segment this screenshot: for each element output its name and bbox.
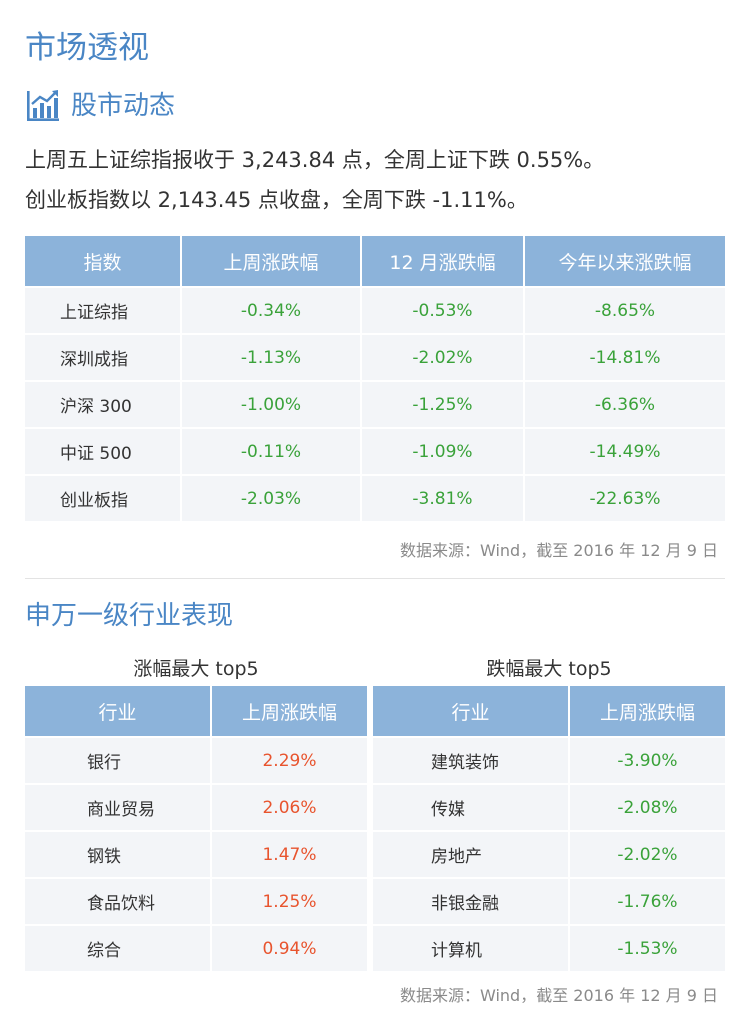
weekly-change: -1.76%: [570, 877, 725, 924]
losers-caption: 跌幅最大 top5: [486, 658, 612, 680]
index-name: 深圳成指: [25, 333, 182, 380]
industry-name: 商业贸易: [25, 783, 212, 830]
table-row: 商业贸易 2.06%: [25, 783, 367, 830]
industry-name: 食品饮料: [25, 877, 212, 924]
weekly-change: -1.13%: [182, 333, 362, 380]
column-header: 今年以来涨跌幅: [525, 236, 725, 286]
table-row: 建筑装饰 -3.90%: [373, 736, 725, 783]
summary-line: 创业板指数以 2,143.45 点收盘，全周下跌 -1.11%。: [25, 188, 528, 212]
section-divider: [25, 578, 725, 579]
december-change: -0.53%: [362, 286, 525, 333]
december-change: -1.09%: [362, 427, 525, 474]
column-header: 行业: [373, 686, 570, 736]
chart-growth-icon: [27, 90, 59, 121]
industry-name: 传媒: [373, 783, 570, 830]
table-row: 深圳成指 -1.13% -2.02% -14.81%: [25, 333, 725, 380]
table-row: 综合 0.94%: [25, 924, 367, 971]
table-row: 钢铁 1.47%: [25, 830, 367, 877]
column-header: 12 月涨跌幅: [362, 236, 525, 286]
top-gainers-table: 行业 上周涨跌幅 银行 2.29% 商业贸易 2.06% 钢铁 1.47% 食品…: [25, 686, 367, 971]
ytd-change: -8.65%: [525, 286, 725, 333]
weekly-change: -2.02%: [570, 830, 725, 877]
table-row: 食品饮料 1.25%: [25, 877, 367, 924]
table-row: 非银金融 -1.76%: [373, 877, 725, 924]
table-row: 中证 500 -0.11% -1.09% -14.49%: [25, 427, 725, 474]
data-source-note: 数据来源：Wind，截至 2016 年 12 月 9 日: [400, 986, 718, 1005]
ytd-change: -14.81%: [525, 333, 725, 380]
ytd-change: -6.36%: [525, 380, 725, 427]
industry-name: 综合: [25, 924, 212, 971]
weekly-change: -3.90%: [570, 736, 725, 783]
weekly-change: -1.00%: [182, 380, 362, 427]
data-source-note: 数据来源：Wind，截至 2016 年 12 月 9 日: [400, 541, 718, 560]
index-name: 中证 500: [25, 427, 182, 474]
industry-name: 房地产: [373, 830, 570, 877]
december-change: -2.02%: [362, 333, 525, 380]
table-row: 沪深 300 -1.00% -1.25% -6.36%: [25, 380, 725, 427]
gainers-caption: 涨幅最大 top5: [133, 658, 259, 680]
page-title: 市场透视: [25, 30, 149, 66]
column-header: 指数: [25, 236, 182, 286]
industry-name: 银行: [25, 736, 212, 783]
table-row: 传媒 -2.08%: [373, 783, 725, 830]
index-name: 沪深 300: [25, 380, 182, 427]
table-row: 上证综指 -0.34% -0.53% -8.65%: [25, 286, 725, 333]
table-header-row: 指数 上周涨跌幅 12 月涨跌幅 今年以来涨跌幅: [25, 236, 725, 286]
weekly-change: -0.11%: [182, 427, 362, 474]
table-header-row: 行业 上周涨跌幅: [25, 686, 367, 736]
column-header: 上周涨跌幅: [570, 686, 725, 736]
ytd-change: -14.49%: [525, 427, 725, 474]
table-row: 银行 2.29%: [25, 736, 367, 783]
industry-name: 计算机: [373, 924, 570, 971]
column-header: 行业: [25, 686, 212, 736]
weekly-change: -2.03%: [182, 474, 362, 521]
index-performance-table: 指数 上周涨跌幅 12 月涨跌幅 今年以来涨跌幅 上证综指 -0.34% -0.…: [25, 236, 725, 521]
summary-line: 上周五上证综指报收于 3,243.84 点，全周上证下跌 0.55%。: [25, 148, 605, 172]
industry-section-heading: 申万一级行业表现: [25, 601, 234, 631]
index-name: 上证综指: [25, 286, 182, 333]
weekly-change: -1.53%: [570, 924, 725, 971]
column-header: 上周涨跌幅: [182, 236, 362, 286]
weekly-change: 1.25%: [212, 877, 367, 924]
weekly-change: 2.06%: [212, 783, 367, 830]
market-summary: 上周五上证综指报收于 3,243.84 点，全周上证下跌 0.55%。 创业板指…: [25, 140, 735, 220]
weekly-change: 2.29%: [212, 736, 367, 783]
industry-name: 非银金融: [373, 877, 570, 924]
december-change: -1.25%: [362, 380, 525, 427]
top-losers-table: 行业 上周涨跌幅 建筑装饰 -3.90% 传媒 -2.08% 房地产 -2.02…: [373, 686, 725, 971]
table-header-row: 行业 上周涨跌幅: [373, 686, 725, 736]
stock-section-header: 股市动态: [25, 86, 175, 126]
weekly-change: 1.47%: [212, 830, 367, 877]
weekly-change: -0.34%: [182, 286, 362, 333]
industry-name: 钢铁: [25, 830, 212, 877]
table-row: 房地产 -2.02%: [373, 830, 725, 877]
index-name: 创业板指: [25, 474, 182, 521]
weekly-change: -2.08%: [570, 783, 725, 830]
column-header: 上周涨跌幅: [212, 686, 367, 736]
weekly-change: 0.94%: [212, 924, 367, 971]
table-row: 计算机 -1.53%: [373, 924, 725, 971]
industry-name: 建筑装饰: [373, 736, 570, 783]
ytd-change: -22.63%: [525, 474, 725, 521]
december-change: -3.81%: [362, 474, 525, 521]
table-row: 创业板指 -2.03% -3.81% -22.63%: [25, 474, 725, 521]
stock-section-heading: 股市动态: [71, 91, 176, 121]
